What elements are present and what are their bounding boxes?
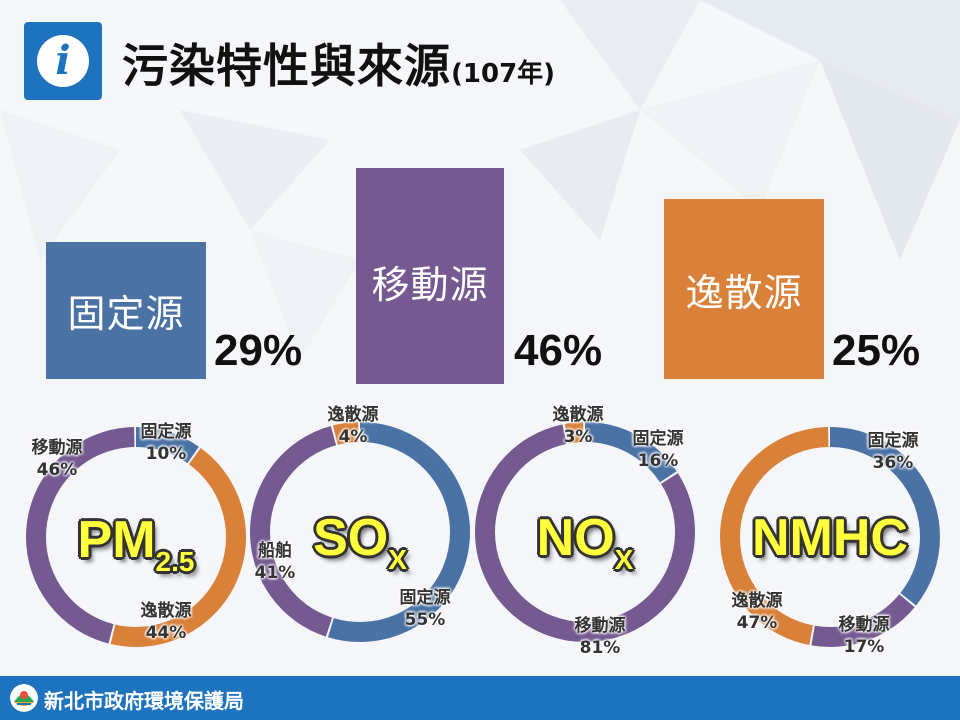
summary-percent-mobile: 46% (514, 326, 603, 375)
pm25-slice-mobile (26, 427, 246, 647)
nox-label-fugitive: 逸散源 3% (552, 405, 604, 447)
summary-bar-fugitive: 逸散源 (664, 199, 824, 379)
nox-slice-stationary (475, 422, 695, 642)
summary-label-mobile: 移動源 (371, 263, 489, 307)
pm25-slice-fugitive (26, 427, 246, 647)
nmhc-center-label: NMHC (752, 509, 908, 567)
sox-label-fugitive: 逸散源 4% (327, 405, 379, 447)
summary-percent-stationary: 29% (214, 326, 303, 375)
nmhc-label-fugitive: 逸散源 47% (731, 591, 783, 633)
summary-bar-stationary: 固定源 (46, 242, 206, 379)
pm25-label-stationary: 固定源 10% (140, 422, 192, 464)
sox-label-stationary: 固定源 55% (399, 588, 451, 630)
nox-center-label: NOX (536, 509, 634, 575)
summary-bar-mobile: 移動源 (356, 168, 504, 384)
sox-slice-ship (250, 422, 470, 642)
summary-percent-fugitive: 25% (832, 326, 921, 375)
summary-label-fugitive: 逸散源 (685, 270, 803, 315)
nmhc-slice-stationary (720, 427, 940, 647)
pm25-label-mobile: 移動源 46% (31, 438, 83, 480)
footer-org-name: 新北市政府環境保護局 (44, 689, 244, 713)
page-title-year: (107年) (451, 59, 556, 89)
sox-label-ship: 船舶 41% (254, 541, 296, 583)
pm25-slice-stationary (26, 427, 246, 647)
nmhc-label-mobile: 移動源 17% (838, 615, 890, 657)
sox-slice-stationary (250, 422, 470, 642)
nox-label-stationary: 固定源 16% (632, 429, 684, 471)
info-icon: i (24, 22, 102, 100)
pm25-label-fugitive: 逸散源 44% (140, 601, 192, 643)
summary-label-stationary: 固定源 (67, 292, 185, 336)
ntpc-epa-logo-icon (10, 684, 38, 712)
page-title: 污染特性與來源(107年) (122, 39, 556, 93)
nox-slice-mobile (475, 422, 695, 642)
sox-center-label: SOX (313, 509, 407, 575)
nmhc-slice-fugitive (720, 427, 940, 647)
nmhc-slice-mobile (720, 427, 940, 647)
pm25-center-label: PM2.5 (77, 511, 195, 577)
nmhc-label-stationary: 固定源 36% (867, 431, 919, 473)
nox-label-mobile: 移動源 81% (574, 616, 626, 658)
footer-bar: 新北市政府環境保護局 (0, 676, 960, 720)
